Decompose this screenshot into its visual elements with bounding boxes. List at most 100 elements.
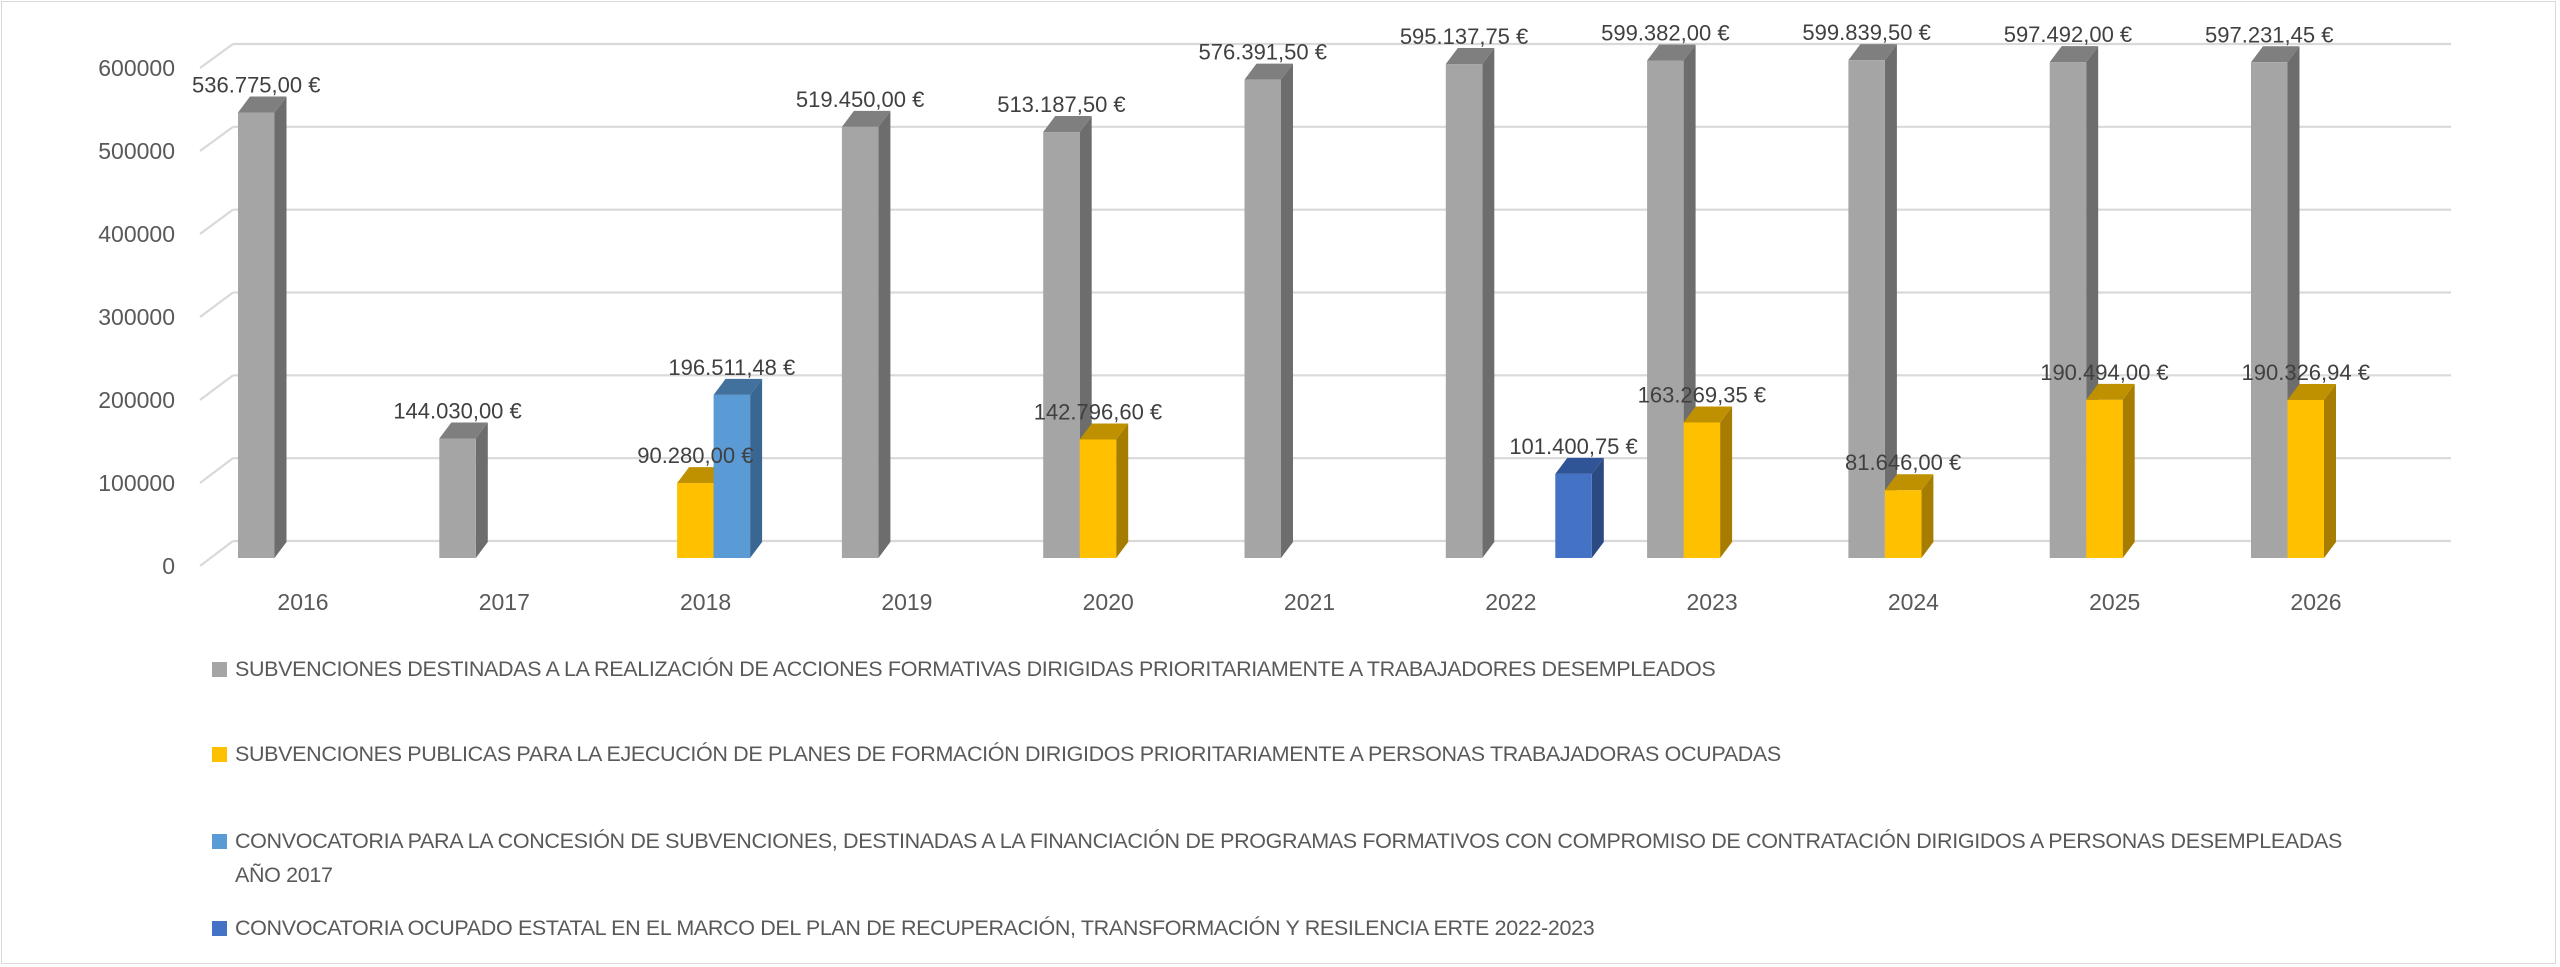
bar-front	[2251, 62, 2288, 558]
data-label: 142.796,60 €	[1034, 399, 1162, 424]
bar-side	[1482, 48, 1495, 558]
gridline-depth	[199, 125, 234, 152]
data-label: 599.382,00 €	[1601, 21, 1729, 46]
bars	[238, 44, 2336, 559]
data-label: 81.646,00 €	[1845, 450, 1961, 475]
x-tick-label: 2018	[680, 589, 731, 615]
bar-top	[1884, 474, 1934, 491]
x-tick-label: 2020	[1083, 589, 1134, 615]
y-tick-label: 100000	[98, 470, 175, 496]
bar-side	[1281, 63, 1293, 558]
bar-top	[1244, 63, 1293, 80]
bar	[1884, 474, 1934, 558]
y-tick-label: 200000	[98, 387, 175, 413]
bar	[2086, 383, 2135, 558]
bar-front	[2049, 62, 2087, 559]
y-tick-label: 500000	[98, 138, 175, 164]
bar-top	[439, 422, 488, 439]
legend-item-lightblue-series[interactable]: CONVOCATORIA PARA LA CONCESIÓN DE SUBVEN…	[212, 824, 2385, 892]
bar	[713, 378, 763, 558]
legend-item-darkblue-series[interactable]: CONVOCATORIA OCUPADO ESTATAL EN EL MARCO…	[212, 911, 2445, 945]
data-label: 144.030,00 €	[393, 398, 521, 423]
y-tick-label: 0	[162, 553, 175, 579]
y-tick-label: 300000	[98, 304, 175, 330]
data-label: 597.492,00 €	[2004, 22, 2132, 47]
bar-top	[1445, 48, 1495, 65]
legend-label: SUBVENCIONES DESTINADAS A LA REALIZACIÓN…	[235, 657, 1716, 681]
bar-front	[2086, 399, 2123, 558]
x-tick-label: 2019	[881, 589, 932, 615]
data-labels: 536.775,00 € 144.030,00 € 519.450,00 € 513.…	[192, 20, 2370, 475]
gridline-depth	[199, 291, 234, 318]
bar-top	[1683, 406, 1733, 423]
x-tick-label: 2017	[479, 589, 530, 615]
bar-front	[238, 112, 275, 559]
bar-side	[1884, 44, 1897, 558]
data-label: 163.269,35 €	[1638, 382, 1766, 407]
bar-top	[1647, 44, 1696, 61]
bar-top	[841, 110, 891, 127]
bar-side	[750, 378, 763, 558]
bar-front	[1043, 132, 1080, 558]
data-label: 519.450,00 €	[796, 87, 924, 112]
gridline-depth	[199, 374, 234, 401]
legend-swatch-icon	[212, 921, 227, 936]
data-label: 196.511,48 €	[668, 355, 795, 380]
bar-front	[439, 438, 476, 558]
gridline-depth	[199, 540, 234, 567]
bar-front	[1683, 422, 1721, 558]
bar	[238, 96, 287, 559]
x-tick-label: 2016	[277, 589, 328, 615]
bar-front	[841, 126, 879, 558]
data-label: 90.280,00 €	[637, 443, 753, 468]
bar-side	[2324, 384, 2336, 558]
bar-front	[2287, 400, 2324, 558]
data-label: 190.326,94 €	[2242, 360, 2370, 385]
bar-top	[1043, 116, 1092, 133]
data-label: 576.391,50 €	[1199, 40, 1327, 65]
bar-front	[1445, 64, 1483, 558]
legend-swatch-icon	[212, 662, 227, 677]
data-label: 101.400,75 €	[1509, 434, 1637, 459]
bar-front	[1647, 60, 1684, 558]
bar-front	[1079, 439, 1117, 558]
bar	[1445, 48, 1495, 558]
data-label: 190.494,00 €	[2040, 360, 2168, 385]
bar	[439, 422, 488, 558]
data-label: 536.775,00 €	[192, 72, 320, 97]
y-tick-label: 600000	[98, 55, 175, 81]
x-tick-label: 2026	[2290, 589, 2341, 615]
legend-label: SUBVENCIONES PUBLICAS PARA LA EJECUCIÓN …	[235, 742, 1781, 766]
x-tick-label: 2021	[1284, 589, 1335, 615]
bar-side	[274, 96, 287, 559]
bar-front	[1555, 473, 1592, 558]
bar	[841, 110, 891, 558]
legend-item-yellow-series[interactable]: SUBVENCIONES PUBLICAS PARA LA EJECUCIÓN …	[212, 737, 2445, 771]
bar-top	[2251, 46, 2300, 63]
x-tick-label: 2022	[1485, 589, 1536, 615]
bar-top	[2049, 46, 2099, 63]
bar-side	[1116, 423, 1129, 558]
bar-top	[2287, 384, 2336, 401]
bar-side	[2122, 383, 2135, 558]
bar	[2287, 384, 2336, 558]
bar-top	[677, 467, 726, 484]
bar-side	[475, 422, 488, 558]
bar-top	[238, 96, 287, 113]
x-axis-ticks: 2016 2017 2018 2019 2020 2021 2022 2023 2024 2025…	[277, 589, 2341, 615]
x-tick-label: 2025	[2089, 589, 2140, 615]
bar-top	[2086, 383, 2135, 400]
data-label: 595.137,75 €	[1400, 24, 1528, 49]
y-tick-label: 400000	[98, 221, 175, 247]
legend-swatch-icon	[212, 747, 227, 762]
chart-plot: 0 100000 200000 300000 400000 500000 600000 53…	[98, 20, 2451, 615]
bar	[1555, 457, 1604, 558]
legend-item-grey-series[interactable]: SUBVENCIONES DESTINADAS A LA REALIZACIÓN…	[212, 652, 2445, 686]
bar	[1079, 423, 1129, 558]
bar-top	[1079, 423, 1129, 440]
bar-front	[1884, 490, 1922, 558]
bar-top	[1848, 44, 1897, 61]
gridline-depth	[199, 208, 234, 235]
data-label: 513.187,50 €	[997, 92, 1125, 117]
bar	[1244, 63, 1293, 558]
